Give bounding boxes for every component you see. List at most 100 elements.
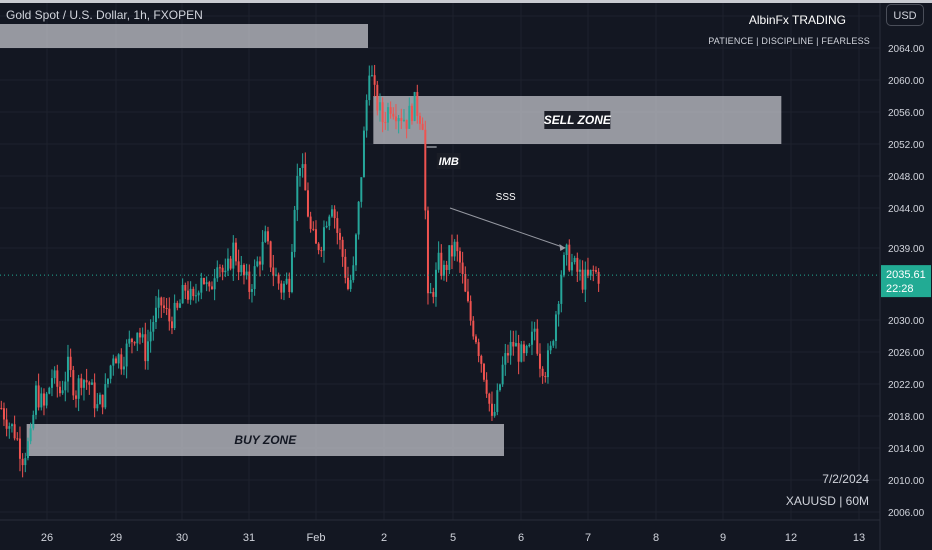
candle-body <box>440 252 443 276</box>
candle-body <box>530 331 533 345</box>
candle-body <box>522 344 525 354</box>
candle-body <box>477 342 480 356</box>
candle-body <box>458 251 461 263</box>
candle-body <box>474 336 477 343</box>
candle-body <box>469 301 472 321</box>
candle-body <box>570 262 573 271</box>
candle-body <box>200 277 203 293</box>
candle-body <box>272 267 275 276</box>
candle-body <box>480 355 483 364</box>
countdown-label: 22:28 <box>886 283 914 295</box>
candle-body <box>16 438 19 440</box>
candle-body <box>394 116 397 122</box>
candle-body <box>157 297 160 308</box>
candle-body <box>149 331 152 342</box>
candle-body <box>301 164 304 168</box>
candle-body <box>178 303 181 308</box>
candle-body <box>389 107 392 114</box>
x-tick-label: 5 <box>450 532 456 544</box>
candle-body <box>445 264 448 271</box>
candle-body <box>381 102 384 123</box>
candle-body <box>493 411 496 416</box>
candle-body <box>141 334 144 338</box>
candle-body <box>205 282 208 285</box>
candle-body <box>274 274 277 276</box>
candle-body <box>501 364 504 385</box>
candle-body <box>584 269 587 290</box>
candle-body <box>541 368 544 376</box>
candle-body <box>146 341 149 362</box>
candle-body <box>202 277 205 285</box>
candle-body <box>408 105 411 129</box>
candle-body <box>53 370 56 379</box>
candle-body <box>269 241 272 268</box>
zone-label: BUY ZONE <box>234 433 297 447</box>
candle-body <box>136 332 139 344</box>
candle-body <box>5 419 8 429</box>
candle-body <box>320 250 323 252</box>
current-price-badge <box>881 265 931 298</box>
candle-body <box>312 228 315 230</box>
candle-body <box>466 291 469 302</box>
annotation-layer: IMB SSS <box>0 146 880 276</box>
candle-body <box>48 387 51 394</box>
candle-body <box>240 265 243 273</box>
candle-body <box>282 283 285 293</box>
candle-body <box>341 239 344 257</box>
candle-body <box>168 308 171 322</box>
candle-body <box>85 380 88 383</box>
candle-body <box>338 232 341 240</box>
candle-body <box>253 266 256 290</box>
y-tick-label: 2039.00 <box>888 244 925 255</box>
candle-body <box>117 354 120 364</box>
candle-body <box>88 382 91 385</box>
candle-body <box>485 379 488 394</box>
candle-body <box>365 100 368 131</box>
sss-label: SSS <box>496 192 516 203</box>
candle-body <box>18 438 21 459</box>
candle-body <box>221 267 224 273</box>
candle-body <box>520 344 523 362</box>
candle-body <box>66 356 69 382</box>
candle-body <box>224 270 227 273</box>
candle-body <box>426 210 429 294</box>
candle-body <box>594 270 597 272</box>
candle-body <box>354 234 357 266</box>
candle-body <box>333 209 336 219</box>
candle-body <box>304 164 307 191</box>
candle-body <box>432 292 435 297</box>
zone-label-bg <box>544 111 611 129</box>
candle-body <box>234 242 237 262</box>
zone-box <box>26 424 505 456</box>
candle-body <box>58 386 61 394</box>
candle-body <box>181 284 184 304</box>
candle-body <box>50 378 53 388</box>
currency-button[interactable]: USD <box>886 4 924 26</box>
candle-body <box>160 297 163 306</box>
candle-body <box>10 424 13 427</box>
candle-body <box>21 458 24 466</box>
candle-body <box>442 264 445 276</box>
symbol-title[interactable]: Gold Spot / U.S. Dollar, 1h, FXOPEN <box>6 8 203 22</box>
candle-body <box>24 458 27 466</box>
ticker-label: XAUUSD | 60M <box>785 494 869 508</box>
candle-body <box>429 292 432 294</box>
candle-body <box>258 261 261 265</box>
candle-body <box>378 102 381 111</box>
x-tick-label: 29 <box>110 532 122 544</box>
chart-grid <box>0 0 880 520</box>
candle-body <box>314 229 317 244</box>
candle-body <box>573 257 576 263</box>
candle-body <box>552 341 555 346</box>
candle-body <box>170 321 173 329</box>
candle-body <box>370 75 373 77</box>
candle-body <box>360 177 363 202</box>
candle-body <box>504 353 507 365</box>
candle-body <box>72 370 75 396</box>
candle-body <box>154 307 157 323</box>
x-tick-label: 9 <box>720 532 726 544</box>
candle-body <box>349 280 352 289</box>
candle-body <box>45 393 48 406</box>
candle-body <box>37 385 40 408</box>
